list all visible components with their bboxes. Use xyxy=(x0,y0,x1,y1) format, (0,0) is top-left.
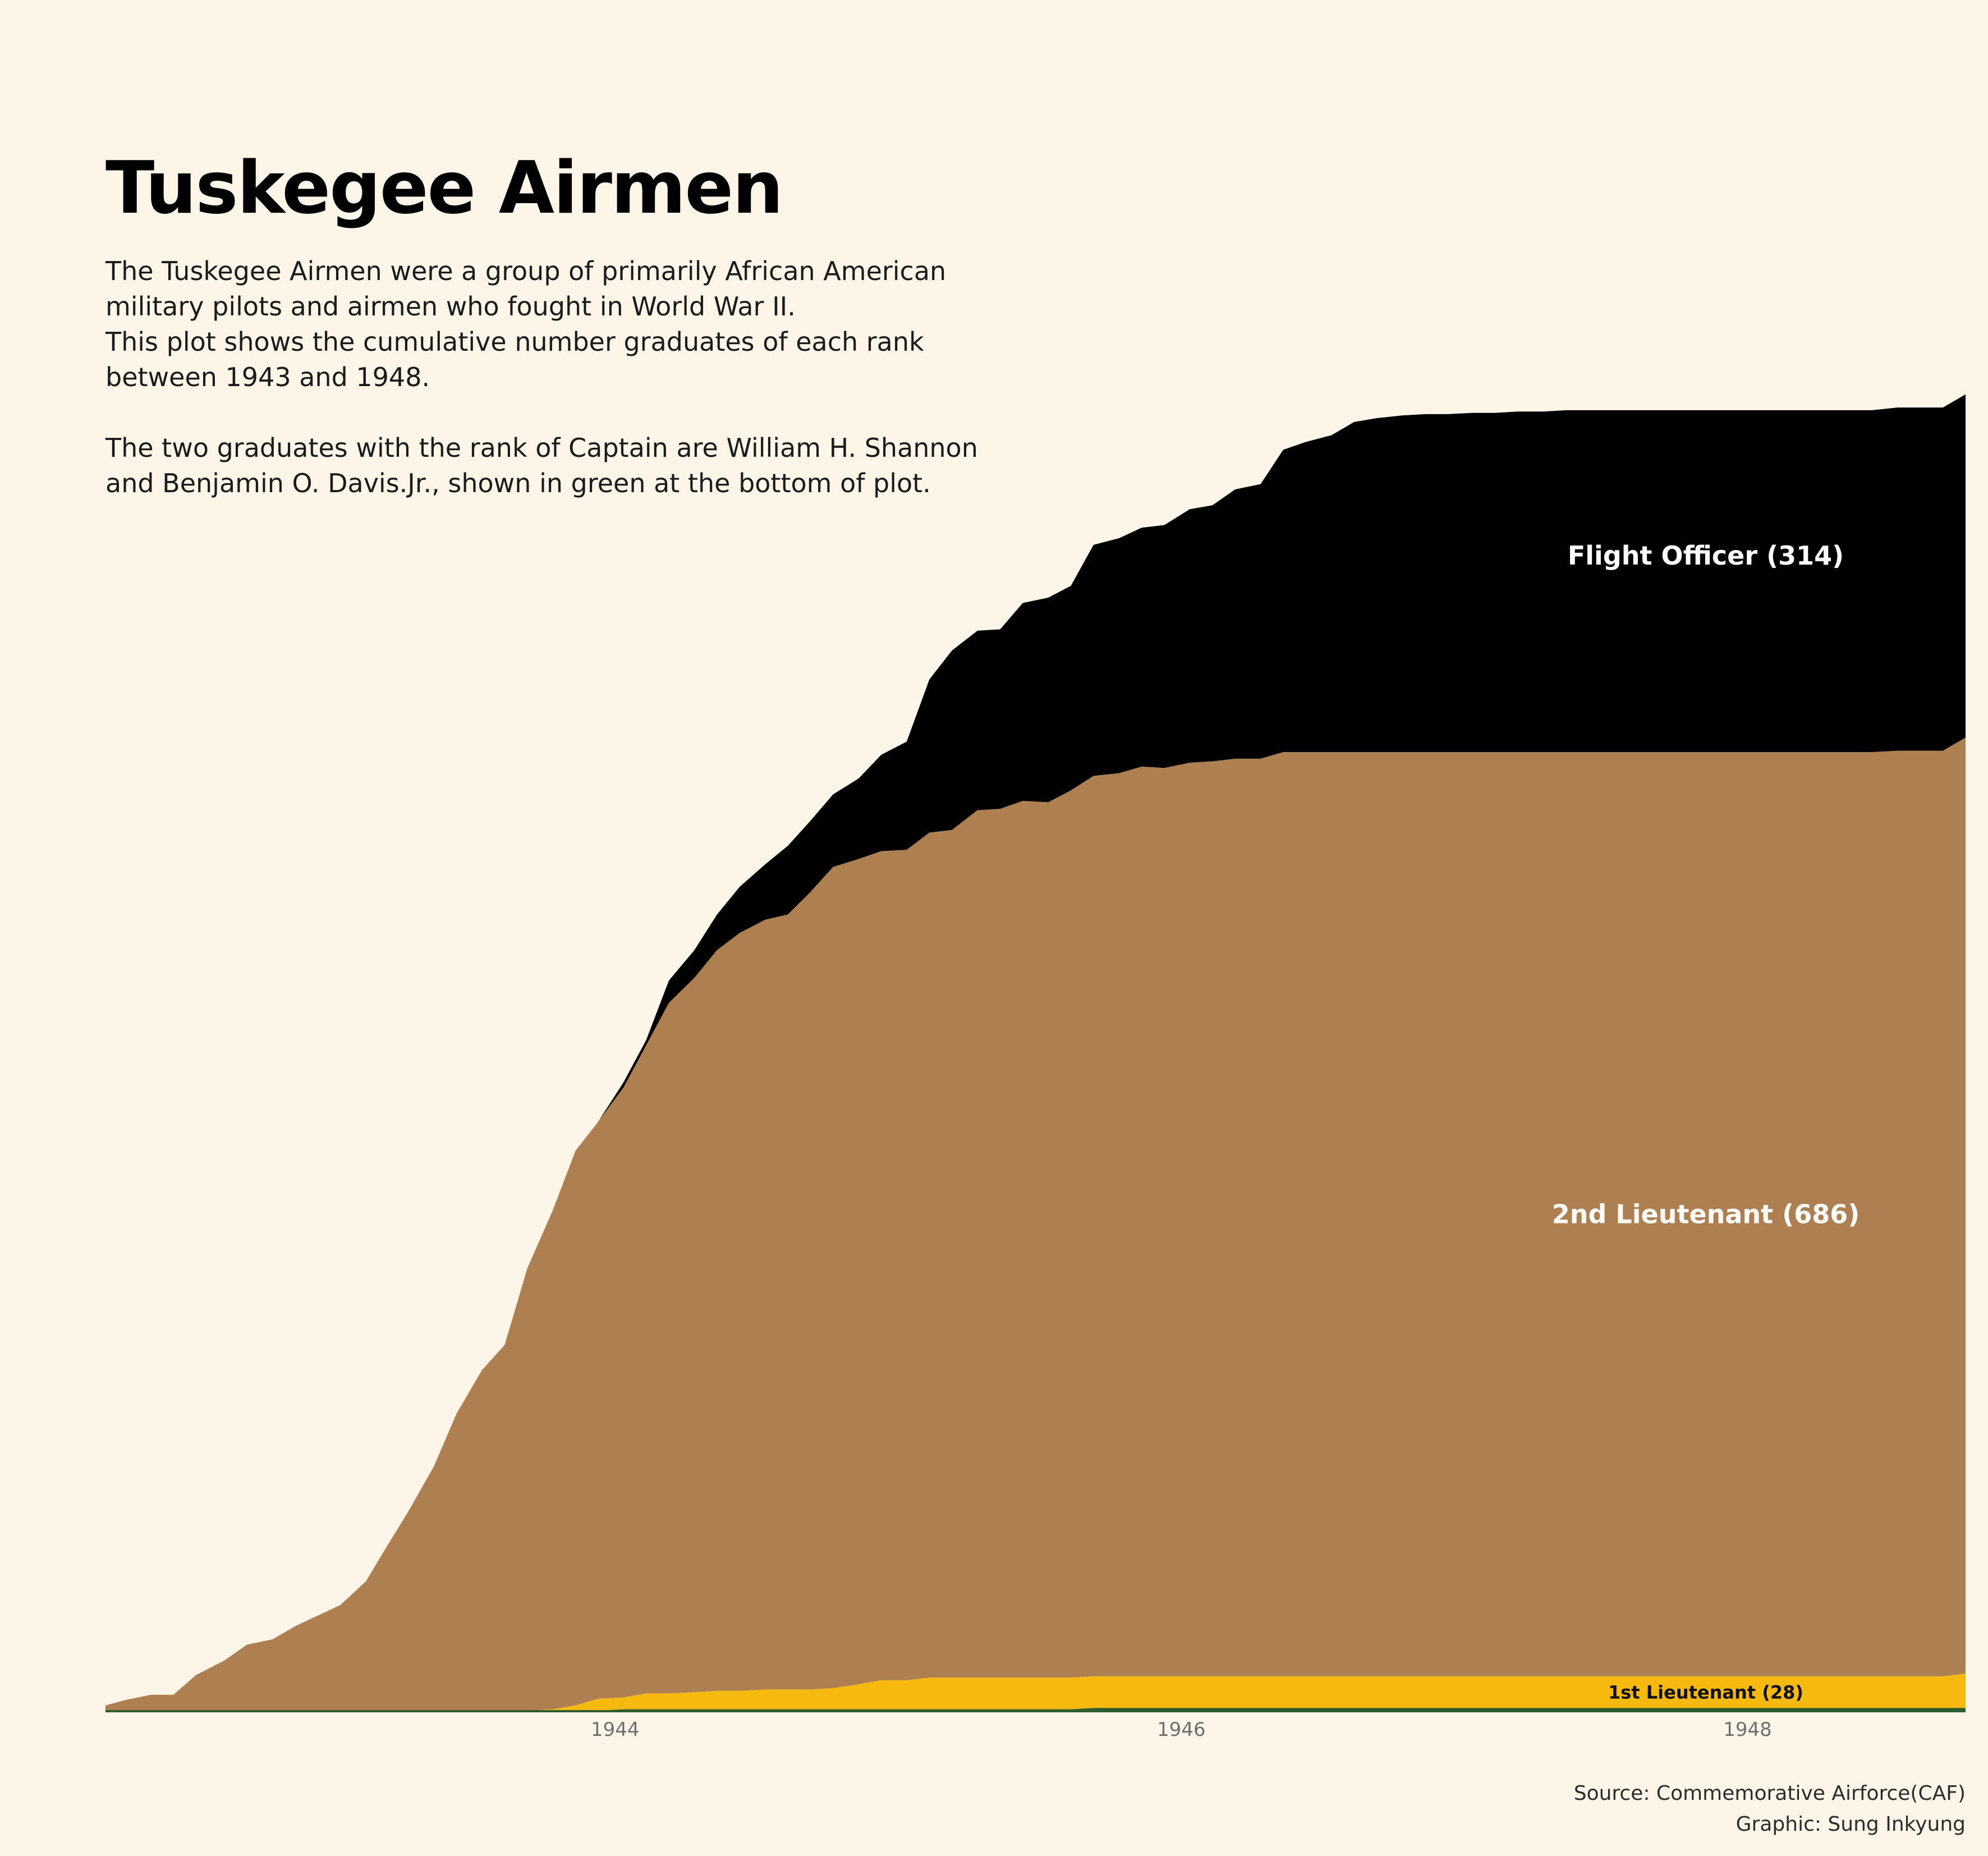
x-tick-label: 1944 xyxy=(591,1718,640,1741)
chart-description: The Tuskegee Airmen were a group of prim… xyxy=(105,254,1071,501)
label-first-lieutenant: 1st Lieutenant (28) xyxy=(1608,1681,1803,1703)
x-tick-label: 1946 xyxy=(1157,1718,1206,1741)
area-captain xyxy=(105,1708,1966,1711)
area-layers xyxy=(105,394,1966,1711)
credits: Source: Commemorative Airforce(CAF) Grap… xyxy=(1574,1778,1966,1840)
description-line: and Benjamin O. Davis.Jr., shown in gree… xyxy=(105,468,931,498)
area-flight-officer xyxy=(105,394,1966,1706)
graphic-credit: Graphic: Sung Inkyung xyxy=(1736,1813,1966,1836)
chart-title: Tuskegee Airmen xyxy=(105,146,783,230)
x-tick-label: 1948 xyxy=(1723,1718,1772,1741)
x-axis-ticks: 1944 1946 1948 xyxy=(591,1718,1772,1741)
area-second-lieutenant xyxy=(105,737,1966,1711)
label-second-lieutenant: 2nd Lieutenant (686) xyxy=(1552,1199,1860,1230)
description-line: between 1943 and 1948. xyxy=(105,362,430,392)
area-first-lieutenant xyxy=(105,1674,1966,1711)
description-line: The Tuskegee Airmen were a group of prim… xyxy=(105,256,947,286)
description-line: military pilots and airmen who fought in… xyxy=(105,291,796,322)
description-line: This plot shows the cumulative number gr… xyxy=(105,327,924,357)
description-line: The two graduates with the rank of Capta… xyxy=(105,433,978,463)
label-flight-officer: Flight Officer (314) xyxy=(1568,540,1844,571)
series-labels: Flight Officer (314) 2nd Lieutenant (686)… xyxy=(1552,540,1860,1703)
source-credit: Source: Commemorative Airforce(CAF) xyxy=(1573,1782,1966,1805)
